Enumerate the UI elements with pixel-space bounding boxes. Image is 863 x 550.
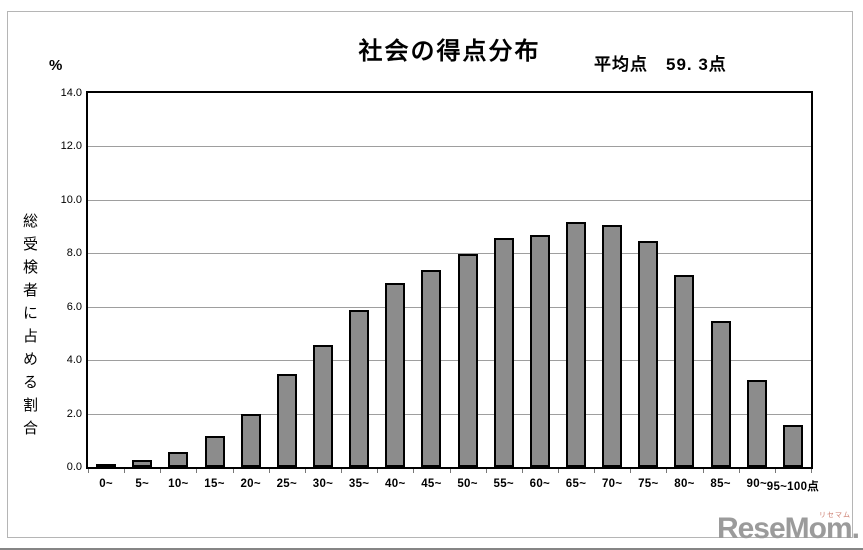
x-axis-tick	[811, 469, 812, 473]
gridline	[88, 413, 811, 415]
x-axis-tick	[450, 469, 451, 473]
y-tick-label: 12.0	[60, 140, 82, 153]
x-tick-label: 10~	[168, 478, 189, 490]
x-axis-tick	[413, 469, 414, 473]
y-tick-label: 6.0	[66, 300, 82, 313]
resemom-logo-ruby: リセマム	[819, 512, 851, 519]
bar	[602, 225, 623, 467]
bar	[96, 464, 117, 468]
x-tick-label: 80~	[674, 478, 695, 490]
bar	[638, 241, 659, 467]
bar	[710, 321, 731, 467]
x-tick-label: 35~	[348, 478, 370, 490]
bar	[168, 452, 189, 467]
x-tick-label: 45~	[421, 478, 442, 490]
bar	[493, 238, 514, 467]
x-axis-tick	[486, 469, 487, 473]
x-axis-tick	[522, 469, 523, 473]
bar	[385, 283, 406, 467]
page-bottom-divider	[0, 548, 863, 550]
x-tick-label: 85~	[710, 478, 731, 490]
x-axis-tick	[775, 469, 776, 473]
x-axis-tick	[630, 469, 631, 473]
x-axis-tick	[269, 469, 270, 473]
x-axis-tick	[666, 469, 667, 473]
x-tick-label: 30~	[312, 478, 334, 490]
y-tick-label: 10.0	[60, 193, 82, 206]
x-axis-tick	[233, 469, 234, 473]
x-axis-tick	[341, 469, 342, 473]
bar	[132, 460, 153, 467]
y-tick-label: 8.0	[66, 247, 82, 260]
x-axis-tick	[305, 469, 306, 473]
bar	[782, 425, 803, 467]
bar	[421, 270, 442, 467]
x-axis-tick	[703, 469, 704, 473]
gridline	[88, 360, 811, 362]
x-tick-label: 5~	[135, 478, 150, 490]
x-axis-tick	[739, 469, 740, 473]
chart-title: 社会の得点分布	[358, 38, 541, 65]
bar	[529, 235, 550, 467]
bar	[276, 374, 297, 467]
x-axis-tick	[124, 469, 125, 473]
x-tick-label: 20~	[240, 478, 261, 490]
bar	[240, 414, 261, 467]
x-axis-tick	[160, 469, 161, 473]
x-tick-label: 70~	[601, 478, 623, 490]
resemom-logo: リセマム ReseMom.	[716, 512, 860, 545]
resemom-logo-text: ReseMom	[716, 512, 853, 545]
x-axis-tick	[377, 469, 378, 473]
x-axis-tick	[196, 469, 197, 473]
x-tick-label: 0~	[99, 478, 113, 490]
resemom-logo-period: .	[851, 512, 860, 545]
bar	[566, 222, 587, 467]
bar	[457, 254, 478, 467]
bar	[204, 436, 225, 467]
x-tick-label: 90~	[746, 478, 767, 490]
x-tick-label: 25~	[276, 478, 298, 490]
gridline	[88, 253, 811, 255]
x-tick-label: 50~	[457, 478, 478, 490]
y-axis-title: 総受検者に占める割合	[21, 213, 38, 443]
bar	[746, 380, 767, 467]
x-axis-tick	[558, 469, 559, 473]
y-tick-label: 4.0	[66, 354, 82, 367]
x-tick-label: 65~	[565, 478, 587, 490]
gridline	[88, 199, 811, 201]
x-axis-tick	[594, 469, 595, 473]
x-tick-label: 75~	[638, 478, 659, 490]
x-tick-label: 60~	[529, 478, 551, 490]
x-axis-tick	[88, 469, 89, 473]
gridline	[88, 146, 811, 148]
y-tick-label: 14.0	[60, 87, 82, 99]
y-tick-label: 0.0	[66, 461, 82, 473]
x-tick-label: 40~	[385, 478, 406, 490]
y-tick-label: 2.0	[66, 407, 82, 420]
bar	[312, 345, 333, 467]
average-score-label: 平均点 59. 3点	[594, 55, 727, 74]
bar	[349, 310, 370, 467]
gridline	[88, 306, 811, 308]
plot-area	[86, 91, 813, 469]
bar	[674, 275, 695, 467]
y-axis-unit-label: %	[49, 57, 63, 74]
x-tick-label: 55~	[493, 478, 514, 490]
x-tick-label: 15~	[204, 478, 225, 490]
x-tick-label: 95~100点	[766, 481, 820, 493]
